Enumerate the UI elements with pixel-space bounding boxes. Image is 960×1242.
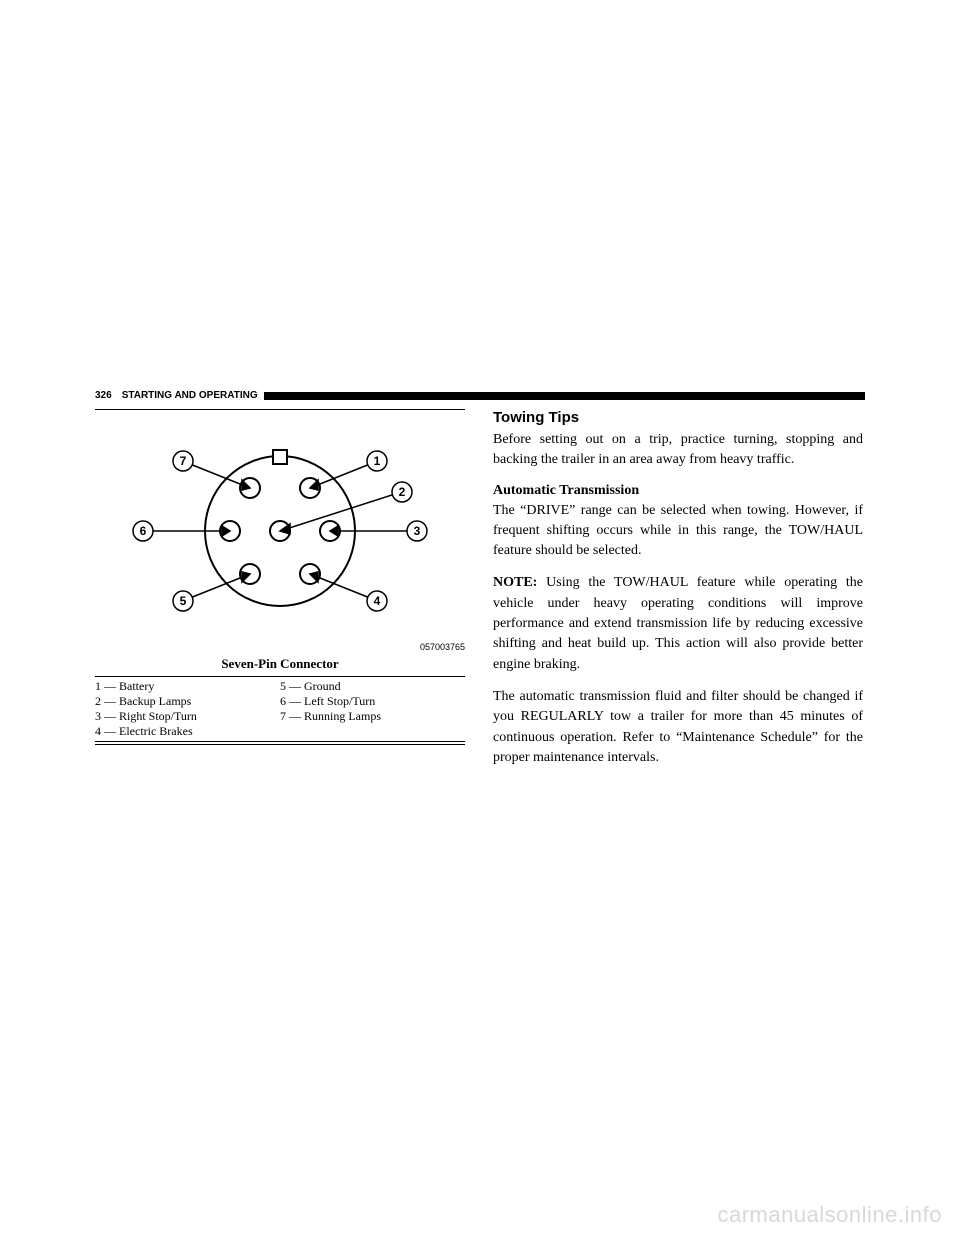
note-paragraph: NOTE: Using the TOW/HAUL feature while o…: [493, 573, 863, 674]
legend-item: 1 — Battery: [95, 679, 280, 694]
legend-item: 5 — Ground: [280, 679, 465, 694]
svg-text:7: 7: [180, 454, 187, 468]
right-column: Towing Tips Before setting out on a trip…: [493, 409, 863, 780]
svg-text:6: 6: [140, 524, 147, 538]
note-label: NOTE:: [493, 575, 537, 590]
seven-pin-connector-svg: 7 1 2 6 3 5 4: [95, 416, 465, 646]
note-body: Using the TOW/HAUL feature while operati…: [493, 575, 863, 671]
legend-item: 6 — Left Stop/Turn: [280, 694, 465, 709]
page-number: 326: [95, 390, 112, 401]
left-column: 7 1 2 6 3 5 4 057003765 Seven-Pin Connec…: [95, 409, 465, 780]
diagram-caption: Seven-Pin Connector: [95, 656, 465, 672]
body-paragraph-2: The automatic transmission fluid and fil…: [493, 687, 863, 768]
svg-text:3: 3: [414, 524, 421, 538]
two-column-layout: 7 1 2 6 3 5 4 057003765 Seven-Pin Connec…: [95, 409, 865, 780]
auto-trans-heading: Automatic Transmission: [493, 483, 863, 499]
svg-text:2: 2: [399, 485, 406, 499]
auto-trans-body: The “DRIVE” range can be selected when t…: [493, 501, 863, 562]
towing-tips-heading: Towing Tips: [493, 409, 863, 426]
svg-text:5: 5: [180, 594, 187, 608]
image-id: 057003765: [95, 642, 465, 652]
legend-item: 7 — Running Lamps: [280, 709, 465, 724]
legend-table: 1 — Battery 5 — Ground 2 — Backup Lamps …: [95, 676, 465, 739]
svg-text:1: 1: [374, 454, 381, 468]
column-rule: [95, 744, 465, 745]
watermark: carmanualsonline.info: [717, 1202, 942, 1228]
towing-tips-body: Before setting out on a trip, practice t…: [493, 430, 863, 471]
legend-item: 3 — Right Stop/Turn: [95, 709, 280, 724]
svg-text:4: 4: [374, 594, 381, 608]
connector-diagram: 7 1 2 6 3 5 4 057003765 Seven-Pin Connec…: [95, 409, 465, 742]
page-content: 326 STARTING AND OPERATING: [95, 390, 865, 780]
header-bar: [264, 392, 865, 400]
legend-item: 4 — Electric Brakes: [95, 724, 280, 739]
section-title: STARTING AND OPERATING: [122, 390, 258, 401]
legend-item: 2 — Backup Lamps: [95, 694, 280, 709]
page-header: 326 STARTING AND OPERATING: [95, 390, 865, 401]
